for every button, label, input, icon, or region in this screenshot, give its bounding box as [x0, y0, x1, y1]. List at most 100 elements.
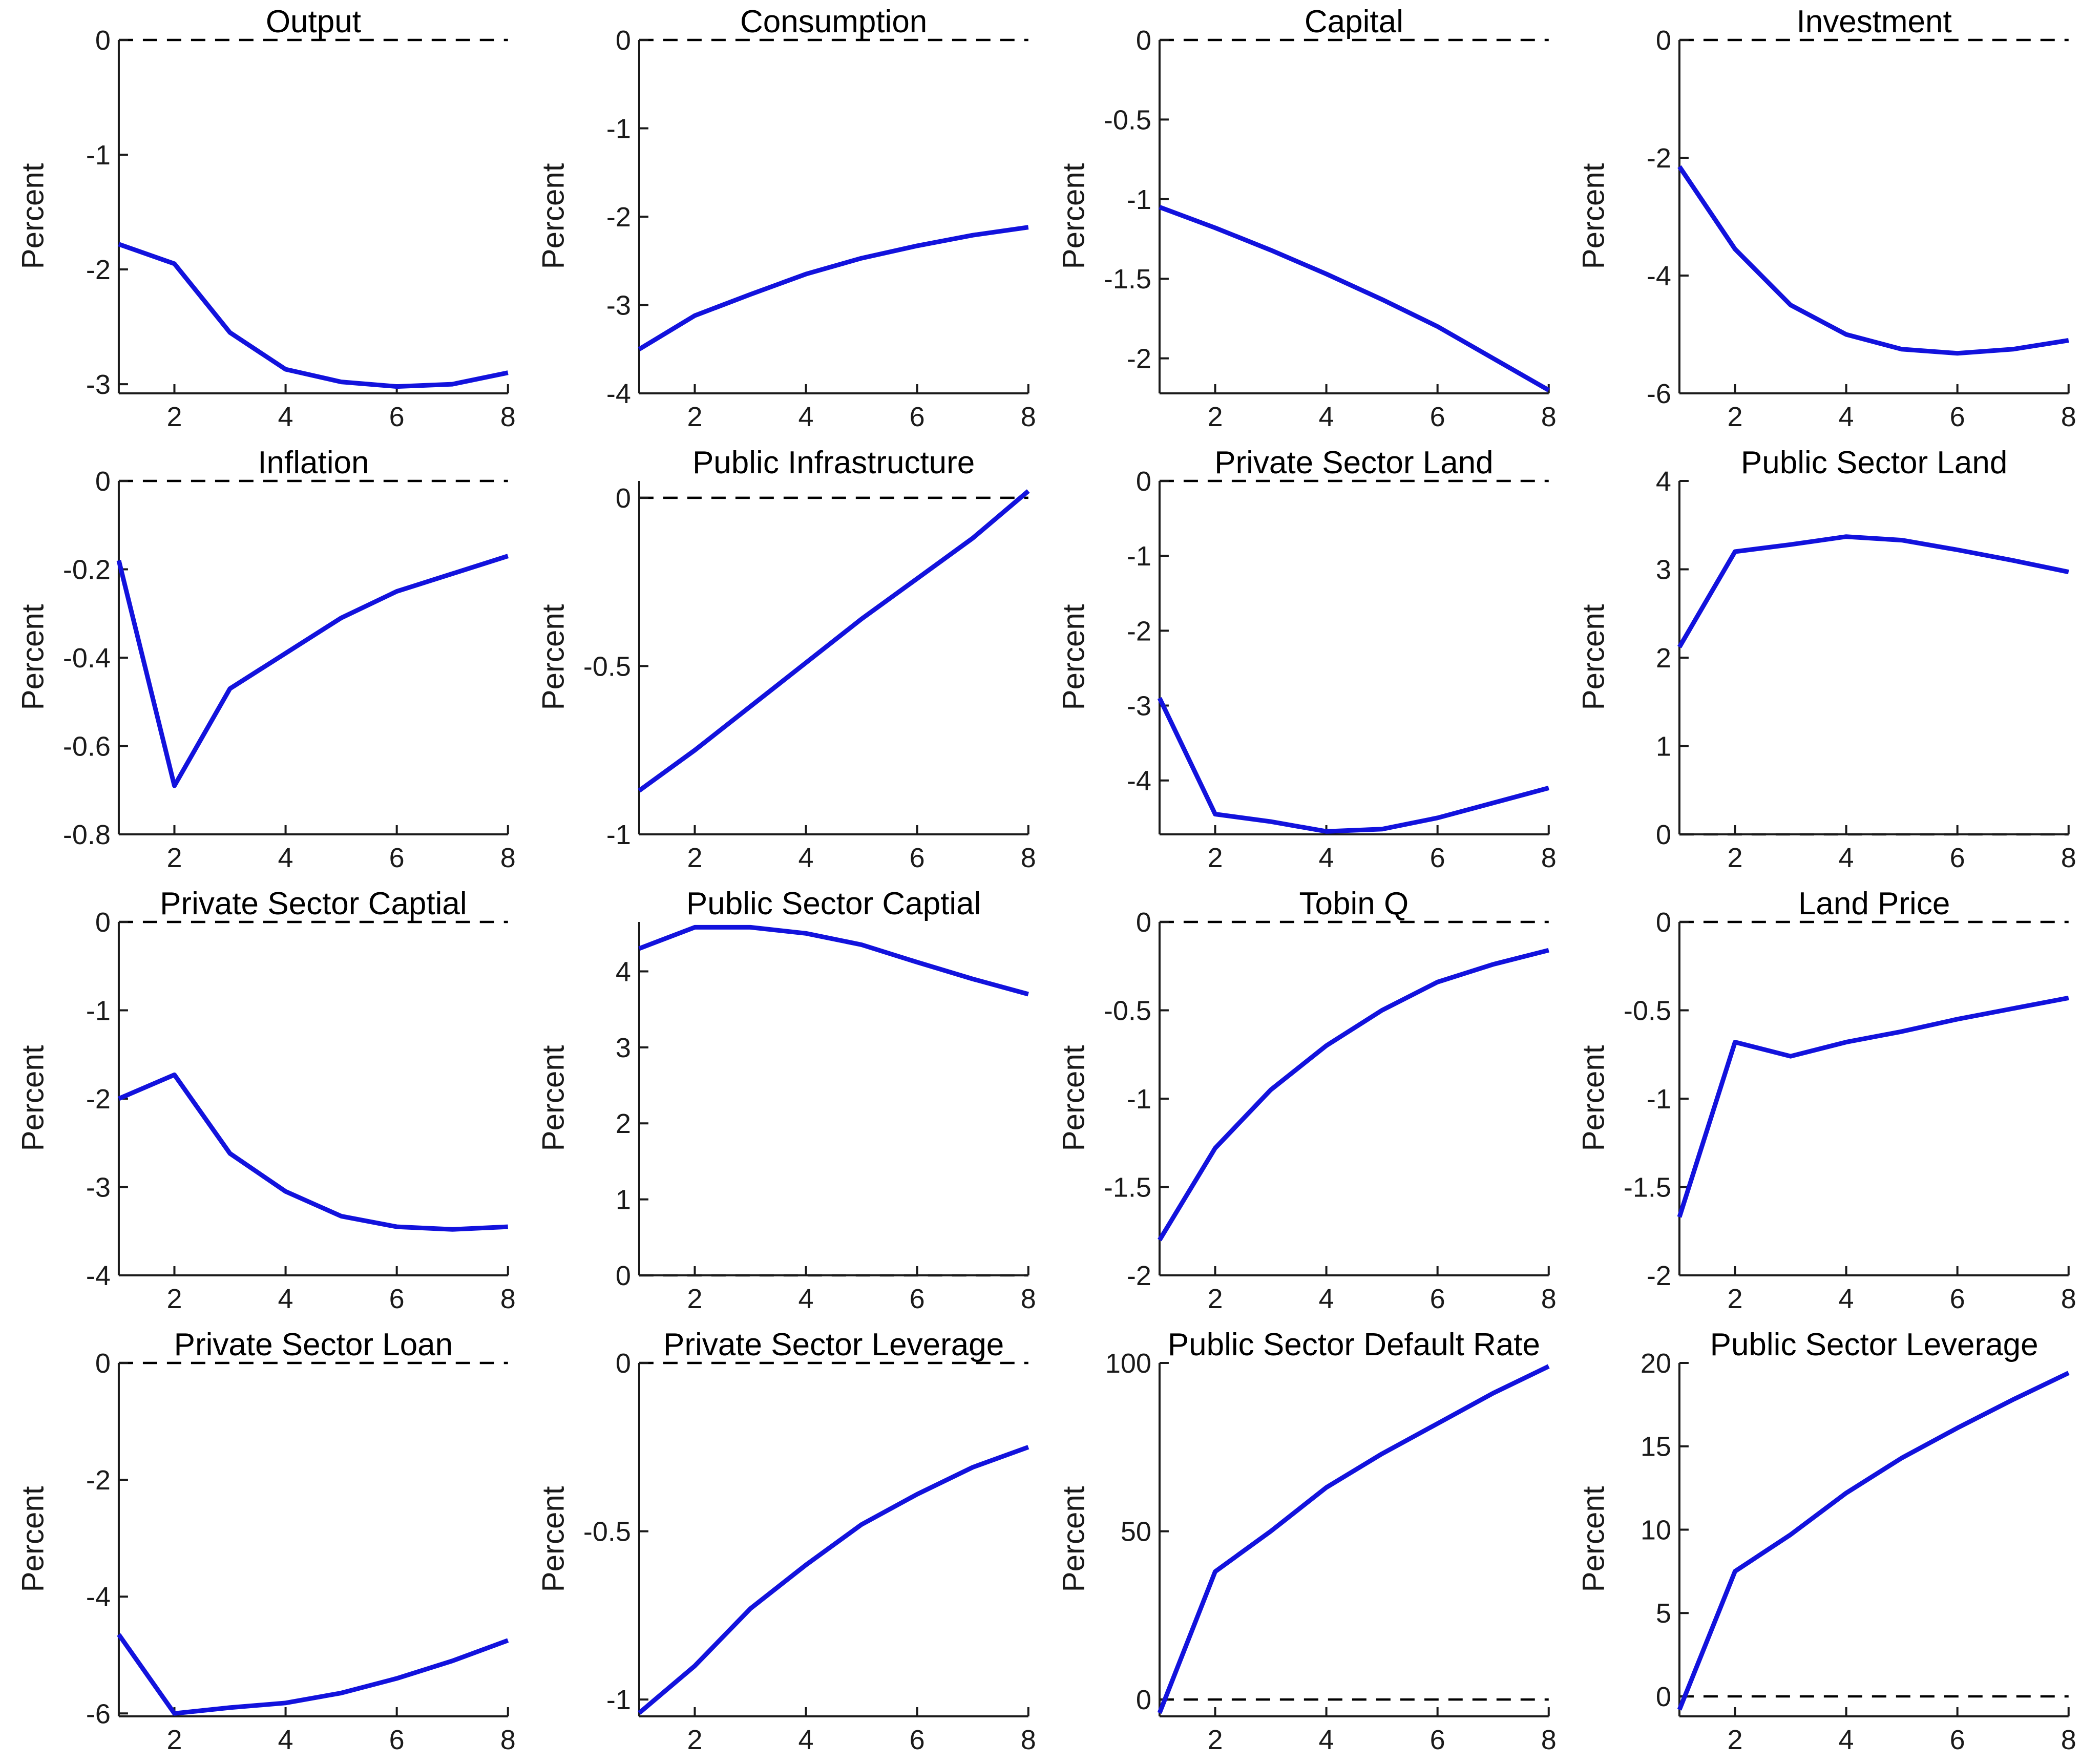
x-tick-label: 6 — [909, 843, 924, 873]
chart-title: Public Sector Default Rate — [1167, 1327, 1540, 1362]
y-tick-label: -0.5 — [1624, 995, 1671, 1026]
x-tick-label: 4 — [1318, 402, 1334, 432]
subplot-private-sector-loan: Private Sector Loan Percent 0 -2 -4 -6 2 4 6 8 — [0, 1323, 520, 1764]
y-tick-label: 0 — [95, 907, 111, 938]
y-tick-label: -1 — [606, 113, 631, 144]
y-tick-label: -0.5 — [1103, 995, 1151, 1026]
x-tick-label: 4 — [1318, 1284, 1334, 1314]
y-tick-label: -3 — [86, 1172, 111, 1203]
subplot-public-sector-leverage: Public Sector Leverage Percent 0 5 10 15 20 2… — [1561, 1323, 2081, 1764]
y-tick-label: -0.5 — [583, 1517, 631, 1547]
x-tick-label: 2 — [166, 1725, 182, 1755]
x-tick-label: 4 — [1839, 402, 1854, 432]
series-line — [118, 1072, 508, 1232]
plot-area-private-sector-leverage: 0 -0.5 -1 2 4 6 8 — [583, 1348, 1036, 1755]
x-tick-label: 8 — [1020, 843, 1036, 873]
y-tick-label: 20 — [1641, 1348, 1671, 1379]
y-tick-label: 0 — [1136, 466, 1151, 497]
y-tick-label: -6 — [1647, 379, 1671, 409]
chart-title: Output — [265, 4, 361, 39]
x-tick-label: 8 — [1020, 1284, 1036, 1314]
x-tick-label: 8 — [1541, 1284, 1556, 1314]
y-tick-label: 0 — [95, 25, 111, 56]
y-tick-label: 3 — [616, 1033, 631, 1063]
plot-area-investment: 0 -2 -4 -6 2 4 6 8 — [1647, 25, 2076, 432]
y-tick-label: -4 — [86, 1582, 111, 1612]
plot-area-private-sector-captial: 0 -1 -2 -3 -4 2 4 6 8 — [86, 907, 516, 1314]
y-tick-label: 50 — [1120, 1517, 1151, 1547]
y-tick-label: -1 — [1647, 1084, 1671, 1115]
y-tick-label: -2 — [1647, 1261, 1671, 1291]
x-tick-label: 6 — [1950, 1284, 1965, 1314]
x-tick-label: 2 — [1207, 1284, 1223, 1314]
x-tick-label: 2 — [1207, 843, 1223, 873]
x-tick-label: 4 — [278, 1725, 293, 1755]
chart-title: Public Sector Land — [1740, 445, 2008, 480]
y-tick-label: 0 — [1656, 907, 1671, 938]
subplot-investment: Investment Percent 0 -2 -4 -6 2 4 6 8 — [1561, 0, 2081, 441]
chart-title: Public Sector Captial — [686, 886, 981, 921]
y-tick-label: 100 — [1105, 1348, 1151, 1379]
x-tick-label: 6 — [389, 1725, 405, 1755]
x-tick-label: 2 — [166, 402, 182, 432]
chart-title: Consumption — [740, 4, 928, 39]
y-tick-label: -6 — [86, 1698, 111, 1729]
chart-title: Private Sector Captial — [160, 886, 467, 921]
series-line — [118, 242, 509, 389]
y-tick-label: -0.4 — [63, 643, 111, 674]
plot-area-public-sector-leverage: 0 5 10 15 20 2 4 6 8 — [1641, 1348, 2076, 1755]
subplot-capital: Capital Percent 0 -0.5 -1 -1.5 -2 2 4 6 8 — [1041, 0, 1561, 441]
x-tick-label: 2 — [1728, 402, 1743, 432]
x-tick-label: 2 — [687, 1284, 702, 1314]
y-tick-label: 5 — [1656, 1598, 1671, 1629]
series-line — [117, 1633, 509, 1716]
x-tick-label: 8 — [2061, 1725, 2076, 1755]
x-tick-label: 8 — [2061, 843, 2076, 873]
y-tick-label: -2 — [86, 1084, 111, 1115]
chart-title: Investment — [1796, 4, 1952, 39]
x-tick-label: 2 — [166, 1284, 182, 1314]
series-line — [1157, 948, 1549, 1242]
y-tick-label: 4 — [616, 956, 631, 987]
y-tick-label: -4 — [86, 1261, 111, 1291]
y-tick-label: -2 — [1647, 143, 1671, 174]
plot-area-public-sector-captial: 0 1 2 3 4 2 4 6 8 — [616, 922, 1036, 1314]
x-tick-label: 4 — [1839, 1284, 1854, 1314]
x-tick-label: 8 — [1541, 843, 1556, 873]
x-tick-label: 2 — [1728, 843, 1743, 873]
plot-area-private-sector-loan: 0 -2 -4 -6 2 4 6 8 — [86, 1348, 516, 1755]
y-tick-label: 4 — [1656, 466, 1671, 497]
x-tick-label: 2 — [166, 843, 182, 873]
y-tick-label: -1.5 — [1624, 1172, 1671, 1203]
series-line — [1157, 1364, 1550, 1714]
y-tick-label: -2 — [1126, 344, 1151, 374]
chart-title: Public Infrastructure — [692, 445, 975, 480]
y-tick-label: -1 — [86, 995, 111, 1026]
y-tick-label: 0 — [1136, 907, 1151, 938]
series-line — [1677, 534, 2069, 648]
y-tick-label: 0 — [616, 483, 631, 514]
series-line — [1677, 995, 2069, 1218]
x-tick-label: 8 — [500, 1725, 516, 1755]
x-tick-label: 4 — [798, 402, 813, 432]
chart-title: Private Sector Land — [1214, 445, 1494, 480]
plot-area-public-infrastructure: 0 -0.5 -1 2 4 6 8 — [583, 481, 1036, 873]
x-tick-label: 6 — [389, 1284, 405, 1314]
x-tick-label: 2 — [687, 1725, 702, 1755]
y-tick-label: -0.5 — [583, 651, 631, 682]
x-tick-label: 4 — [1318, 843, 1334, 873]
x-tick-label: 8 — [1541, 402, 1556, 432]
subplot-land-price: Land Price Percent 0 -0.5 -1 -1.5 -2 2 4 6 8 — [1561, 882, 2081, 1323]
subplot-private-sector-captial: Private Sector Captial Percent 0 -1 -2 -3 -4… — [0, 882, 520, 1323]
y-tick-label: 2 — [616, 1108, 631, 1139]
x-tick-label: 4 — [278, 1284, 293, 1314]
subplot-inflation: Inflation Percent 0 -0.2 -0.4 -0.6 -0.8 2 4 6 8 — [0, 441, 520, 882]
y-tick-label: -0.5 — [1103, 104, 1151, 135]
series-line — [1677, 165, 2069, 356]
x-tick-label: 6 — [1950, 402, 1965, 432]
series-line — [1677, 1371, 2070, 1711]
y-tick-label: -1.5 — [1103, 264, 1151, 295]
x-tick-label: 8 — [1020, 402, 1036, 432]
